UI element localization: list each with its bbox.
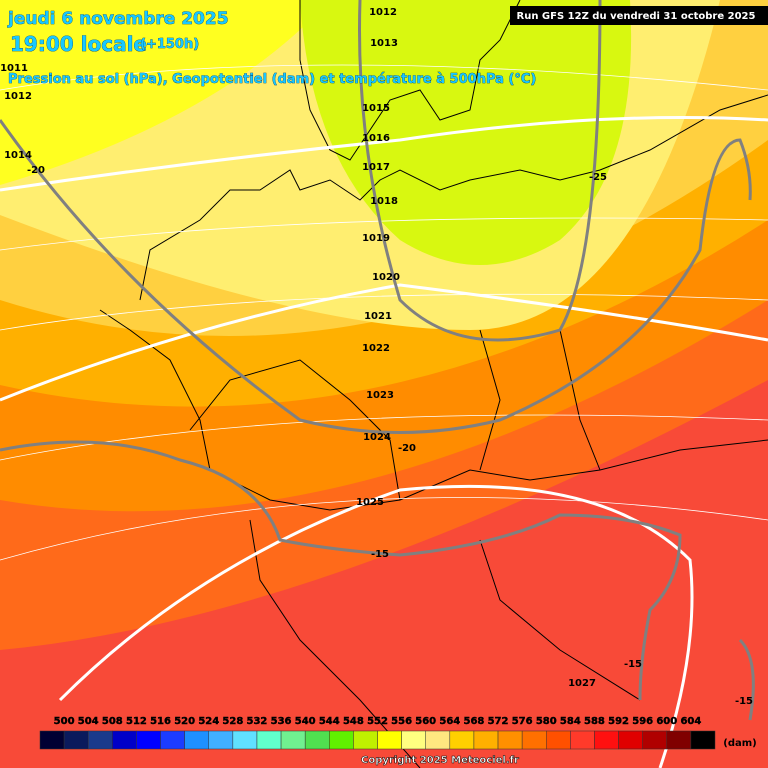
date: jeudi 6 novembre 2025 xyxy=(7,9,229,29)
legend-level: 560 xyxy=(415,716,436,727)
legend-level: 564 xyxy=(439,716,460,727)
legend-level: 556 xyxy=(391,716,412,727)
legend-swatch xyxy=(594,730,619,750)
legend-swatch xyxy=(666,730,692,750)
isobar-label: 1011 xyxy=(0,63,28,74)
temperature-label: -20 xyxy=(27,165,45,176)
isobar-label: 1014 xyxy=(4,150,32,161)
legend-level: 508 xyxy=(102,716,123,727)
legend-level: 520 xyxy=(174,716,195,727)
legend-level: 516 xyxy=(150,716,171,727)
isobar-label: 1020 xyxy=(372,272,400,283)
legend-level: 592 xyxy=(608,716,629,727)
isobar-label: 1027 xyxy=(568,678,596,689)
temperature-label: -15 xyxy=(624,659,642,670)
isobar-label: 1024 xyxy=(363,432,391,443)
legend-level: 524 xyxy=(198,716,219,727)
legend-swatch xyxy=(87,730,113,750)
lead-time: (+150h) xyxy=(140,37,199,52)
isobar-label: 1012 xyxy=(369,7,397,18)
legend-level: 544 xyxy=(319,716,340,727)
legend-level: 600 xyxy=(656,716,677,727)
legend-level: 540 xyxy=(295,716,316,727)
legend-level: 552 xyxy=(367,716,388,727)
legend-level: 572 xyxy=(488,716,509,727)
legend-swatch xyxy=(160,730,185,750)
isobar-label: 1025 xyxy=(356,497,384,508)
legend-swatch xyxy=(39,730,65,750)
legend-level: 604 xyxy=(680,716,701,727)
legend-swatch xyxy=(497,730,523,750)
legend-swatch xyxy=(570,730,595,750)
geopotential-lines xyxy=(0,64,768,768)
isobar-label: 1022 xyxy=(362,343,390,354)
legend-swatch xyxy=(449,730,475,750)
legend-swatch xyxy=(112,730,137,750)
isobar-label: 1015 xyxy=(362,103,390,114)
legend-swatch xyxy=(690,730,716,750)
isobar-label: 1012 xyxy=(4,91,32,102)
isobar-label: 1018 xyxy=(370,196,398,207)
isobar-label: 1017 xyxy=(362,162,390,173)
legend-swatch xyxy=(232,730,258,750)
isobar-label: 1021 xyxy=(364,311,392,322)
legend-swatch xyxy=(377,730,402,750)
temperature-label: -20 xyxy=(398,443,416,454)
legend-swatch xyxy=(184,730,209,750)
legend-swatch xyxy=(136,730,161,750)
isobar-label: 1019 xyxy=(362,233,390,244)
temperature-label: -25 xyxy=(589,172,607,183)
legend-swatch xyxy=(473,730,499,750)
legend-swatch xyxy=(425,730,451,750)
run-info: Run GFS 12Z du vendredi 31 octobre 2025 xyxy=(517,11,756,22)
legend-level: 512 xyxy=(126,716,147,727)
legend-swatch xyxy=(329,730,354,750)
legend-swatch xyxy=(401,730,426,750)
legend-level: 588 xyxy=(584,716,605,727)
legend-swatch xyxy=(280,730,306,750)
legend-level: 580 xyxy=(536,716,557,727)
temperature-label: -15 xyxy=(371,549,389,560)
legend-level: 504 xyxy=(78,716,99,727)
run-box xyxy=(510,6,768,25)
legend-swatch xyxy=(256,730,282,750)
time: 19:00 locale xyxy=(10,32,147,56)
temperature-label: -15 xyxy=(735,696,753,707)
isobar-label: 1013 xyxy=(370,38,398,49)
legend-swatch xyxy=(521,730,547,750)
legend-swatch xyxy=(618,730,643,750)
legend-swatch xyxy=(642,730,668,750)
legend-level: 576 xyxy=(512,716,533,727)
legend-level: 548 xyxy=(343,716,364,727)
legend-level: 528 xyxy=(222,716,243,727)
legend-swatch xyxy=(546,730,571,750)
legend-unit: (dam) xyxy=(723,738,756,749)
isobar-label: 1023 xyxy=(366,390,394,401)
legend-level: 536 xyxy=(271,716,292,727)
legend-swatch xyxy=(63,730,89,750)
legend-level: 500 xyxy=(54,716,75,727)
overlay: Run GFS 12Z du vendredi 31 octobre 2025 … xyxy=(7,6,768,766)
legend-swatch xyxy=(353,730,378,750)
coastlines xyxy=(99,0,768,768)
legend-level: 584 xyxy=(560,716,581,727)
isobar-label: 1016 xyxy=(362,133,390,144)
legend-swatch xyxy=(304,730,330,750)
isobar-lines xyxy=(0,0,755,721)
subtitle: Pression au sol (hPa), Geopotentiel (dam… xyxy=(8,72,536,87)
legend-swatch xyxy=(208,730,234,750)
legend-level: 532 xyxy=(247,716,268,727)
legend-level: 596 xyxy=(632,716,653,727)
copyright: Copyright 2025 Meteociel.fr xyxy=(361,755,519,766)
legend-level: 568 xyxy=(463,716,484,727)
